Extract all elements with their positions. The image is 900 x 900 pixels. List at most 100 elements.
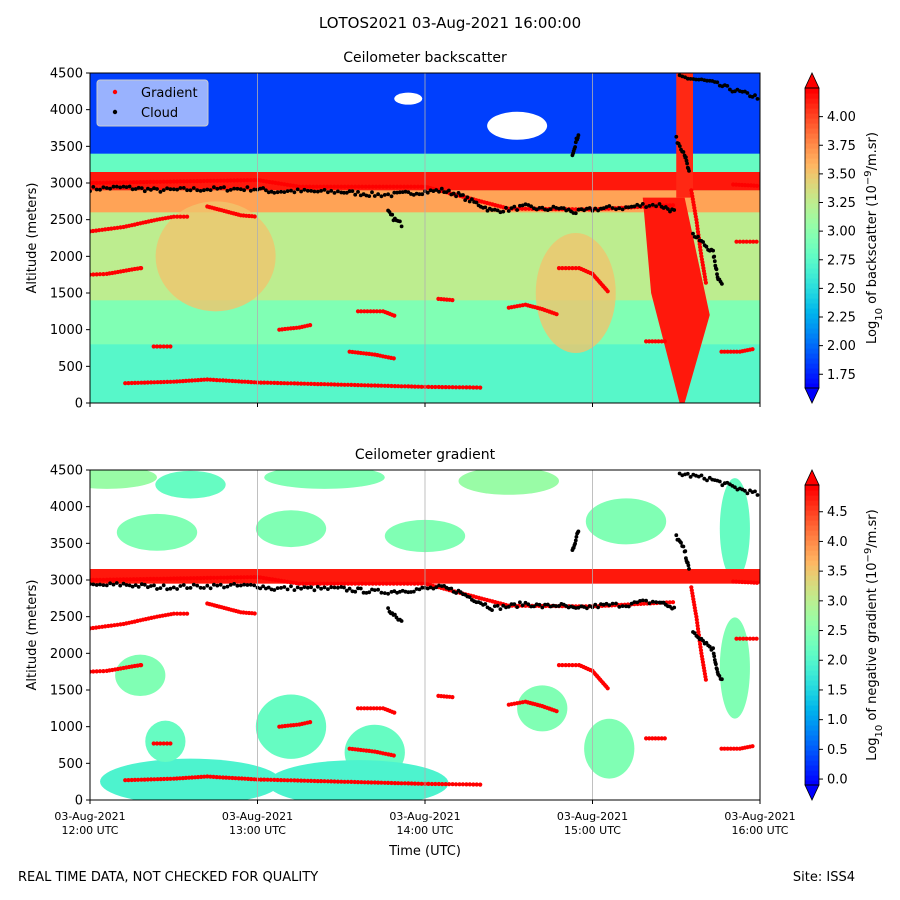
- colorbar-swatch: [805, 530, 819, 536]
- colorbar-swatch: [805, 133, 819, 139]
- gradient-point: [171, 379, 176, 384]
- gradient-point: [168, 344, 173, 349]
- cloud-point: [228, 583, 233, 587]
- cloud-point: [389, 194, 394, 199]
- cloud-point: [451, 191, 456, 196]
- gradient-point: [205, 575, 210, 581]
- cloud-point: [218, 582, 223, 587]
- gradient-point: [175, 179, 180, 184]
- gradient-point: [573, 266, 578, 271]
- colorbar-tick-label: 3.00: [827, 225, 856, 240]
- gradient-point: [97, 180, 103, 185]
- gradient-point: [563, 663, 568, 668]
- cloud-point: [666, 207, 670, 211]
- gradient-point: [376, 780, 381, 785]
- colorbar-tick-label: 2.5: [827, 624, 848, 639]
- colorbar-swatch: [805, 318, 819, 324]
- colorbar-swatch: [805, 575, 819, 581]
- cloud-point: [114, 581, 119, 585]
- gradient-point: [460, 782, 465, 787]
- cloud-point: [146, 585, 150, 590]
- gradient-point: [450, 695, 455, 700]
- gradient-point: [722, 746, 727, 751]
- cloud-point: [235, 186, 240, 191]
- y-tick-label: 1000: [50, 720, 83, 735]
- gradient-point: [382, 780, 387, 785]
- gradient-point: [211, 774, 216, 780]
- gradient-point: [311, 184, 316, 189]
- colorbar-swatch: [805, 113, 819, 119]
- cloud-point: [242, 188, 247, 193]
- gradient-point: [754, 580, 760, 585]
- y-tick-label: 2500: [50, 213, 83, 228]
- gradient-point: [158, 741, 163, 746]
- gradient-point: [408, 184, 414, 189]
- colorbar-tick-label: 2.50: [827, 282, 856, 297]
- y-axis-label: Altitude (meters): [25, 183, 40, 294]
- gradient-point: [239, 379, 244, 384]
- gradient-point: [199, 774, 204, 780]
- cloud-point: [91, 185, 96, 189]
- cloud-point: [537, 206, 542, 210]
- gradient-point: [372, 780, 377, 785]
- cloud-point: [198, 189, 203, 193]
- cloud-point: [104, 583, 109, 588]
- gradient-point: [158, 576, 163, 581]
- gradient-point: [252, 214, 257, 219]
- gradient-point: [115, 622, 120, 627]
- cloud-point: [111, 184, 116, 189]
- gradient-point: [638, 601, 643, 607]
- colorbar-swatch: [805, 138, 819, 144]
- gradient-point: [342, 779, 347, 784]
- cloud-point: [506, 209, 511, 213]
- cloud-point: [624, 205, 628, 210]
- cloud-point: [121, 184, 126, 189]
- gradient-point: [457, 782, 462, 787]
- cloud-point: [367, 590, 372, 595]
- cloud-point: [644, 205, 648, 210]
- colorbar-swatch: [805, 515, 819, 521]
- cloud-point: [215, 583, 220, 588]
- gradient-point: [662, 339, 667, 344]
- colorbar-swatch: [805, 635, 819, 641]
- gradient-point: [252, 178, 257, 183]
- cloud-point: [195, 583, 200, 588]
- gradient-point: [221, 178, 227, 183]
- cloud-point: [540, 605, 545, 610]
- cloud-point: [212, 185, 216, 190]
- cloud-point: [725, 84, 730, 88]
- gradient-point: [302, 381, 307, 386]
- gradient-point: [151, 741, 156, 746]
- cloud-point: [685, 471, 690, 476]
- colorbar-swatch: [805, 540, 819, 546]
- cloud-point: [576, 529, 581, 534]
- colorbar-tick-label: 0.5: [827, 743, 848, 758]
- gradient-point: [697, 242, 702, 247]
- gradient-point: [352, 382, 357, 388]
- colorbar-label: Log10 of negative gradient (10−9/m.sr): [863, 509, 885, 760]
- colorbar-min-arrow: [804, 784, 820, 801]
- cloud-point: [228, 188, 233, 192]
- x-tick-label: 03-Aug-2021: [724, 810, 795, 823]
- gradient-point: [308, 323, 313, 328]
- gradient-point: [208, 774, 213, 779]
- gradient-point: [228, 178, 233, 183]
- colorbar-swatch: [805, 368, 819, 374]
- colorbar-swatch: [805, 118, 819, 124]
- colorbar-swatch: [805, 750, 819, 756]
- gradient-point: [325, 184, 330, 189]
- gradient-point: [367, 581, 372, 586]
- cloud-point: [610, 601, 615, 606]
- cloud-point: [399, 224, 404, 229]
- cloud-point: [329, 585, 334, 590]
- gradient-point: [144, 179, 149, 185]
- cloud-point: [607, 204, 612, 208]
- gradient-point: [335, 382, 340, 387]
- gradient-point: [467, 782, 472, 787]
- cloud-point: [688, 77, 693, 81]
- colorbar-swatch: [805, 233, 819, 239]
- cloud-point: [403, 589, 408, 594]
- colorbar-swatch: [805, 293, 819, 299]
- colorbar-swatch: [805, 490, 819, 496]
- cloud-point: [465, 195, 470, 200]
